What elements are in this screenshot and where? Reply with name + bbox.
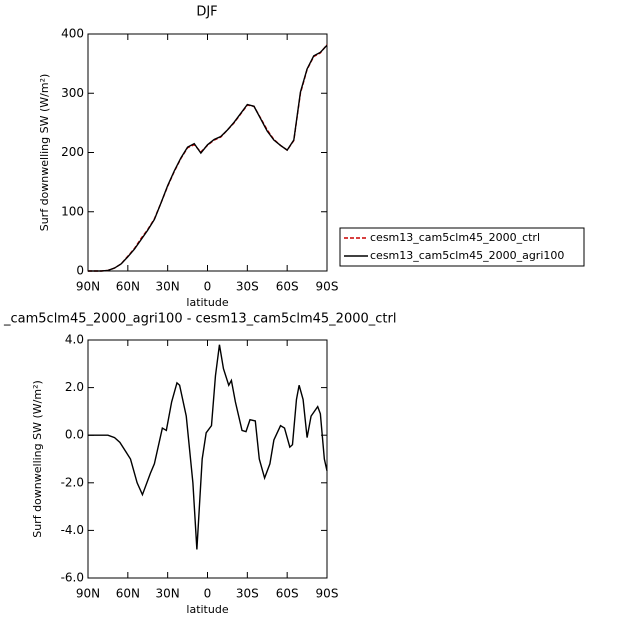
x-axis-label: latitude: [186, 296, 228, 309]
chart-title: _cam5clm45_2000_agri100 - cesm13_cam5clm…: [3, 312, 396, 327]
x-tick-label: 30S: [236, 587, 259, 601]
x-tick-label: 90N: [76, 587, 100, 601]
y-tick-label: 400: [61, 27, 84, 41]
y-axis-label: Surf downwelling SW (W/m²): [38, 74, 51, 232]
x-tick-label: 60N: [116, 280, 140, 294]
x-tick-label: 0: [204, 280, 212, 294]
data-line: [88, 44, 328, 272]
legend-label: cesm13_cam5clm45_2000_ctrl: [370, 231, 540, 244]
y-tick-label: 0: [76, 264, 84, 278]
legend-box: [339, 227, 585, 267]
x-tick-label: 90S: [316, 587, 339, 601]
x-tick-label: 60S: [276, 280, 299, 294]
x-tick-label: 30N: [156, 587, 180, 601]
x-axis-label: latitude: [186, 603, 228, 616]
y-tick-label: 4.0: [65, 333, 84, 347]
data-line: [88, 44, 328, 272]
legend-label: cesm13_cam5clm45_2000_agri100: [370, 249, 564, 262]
data-line: [88, 344, 328, 550]
x-tick-label: 90S: [316, 280, 339, 294]
y-tick-label: 0.0: [65, 428, 84, 442]
x-tick-label: 90N: [76, 280, 100, 294]
x-tick-label: 60N: [116, 587, 140, 601]
x-tick-label: 30S: [236, 280, 259, 294]
x-tick-label: 30N: [156, 280, 180, 294]
x-tick-label: 0: [204, 587, 212, 601]
y-tick-label: -6.0: [61, 571, 84, 585]
y-tick-label: 300: [61, 86, 84, 100]
plot-frame: [87, 339, 328, 579]
plot-frame: [87, 33, 328, 272]
y-tick-label: 100: [61, 204, 84, 218]
y-tick-label: -2.0: [61, 475, 84, 489]
chart-title: DJF: [196, 5, 217, 20]
y-tick-label: 200: [61, 145, 84, 159]
y-tick-label: -4.0: [61, 523, 84, 537]
x-tick-label: 60S: [276, 587, 299, 601]
y-axis-label: Surf downwelling SW (W/m²): [31, 380, 44, 538]
y-tick-label: 2.0: [65, 380, 84, 394]
